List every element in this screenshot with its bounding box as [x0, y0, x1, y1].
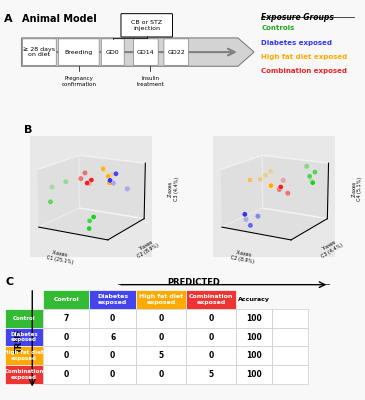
Text: 0: 0	[208, 332, 214, 342]
Text: 0: 0	[158, 314, 164, 323]
Text: C: C	[5, 277, 14, 287]
Text: Diabetes
exposed: Diabetes exposed	[11, 332, 38, 342]
Text: 0: 0	[64, 351, 69, 360]
FancyBboxPatch shape	[5, 328, 43, 346]
FancyBboxPatch shape	[186, 328, 236, 346]
FancyBboxPatch shape	[43, 328, 89, 346]
Text: Exposure Groups: Exposure Groups	[261, 13, 334, 22]
FancyBboxPatch shape	[89, 309, 136, 328]
FancyBboxPatch shape	[186, 290, 236, 309]
FancyBboxPatch shape	[89, 365, 136, 384]
FancyBboxPatch shape	[23, 39, 56, 65]
Polygon shape	[22, 38, 254, 66]
Text: ≥ 28 days
on diet: ≥ 28 days on diet	[23, 47, 55, 58]
Y-axis label: Y-axes
C2 (8.9%): Y-axes C2 (8.9%)	[134, 238, 160, 259]
Text: 0: 0	[208, 351, 214, 360]
FancyBboxPatch shape	[43, 365, 89, 384]
FancyBboxPatch shape	[272, 328, 308, 346]
FancyBboxPatch shape	[236, 309, 272, 328]
FancyBboxPatch shape	[164, 39, 189, 65]
Text: Breeding: Breeding	[65, 50, 93, 54]
Text: Combination
exposed: Combination exposed	[5, 369, 44, 380]
Text: Diabetes exposed: Diabetes exposed	[261, 40, 332, 46]
Text: 5: 5	[208, 370, 214, 379]
Text: 0: 0	[110, 370, 115, 379]
Text: Pregnancy
confirmation: Pregnancy confirmation	[61, 76, 96, 86]
X-axis label: X-axes
C2 (8.9%): X-axes C2 (8.9%)	[230, 249, 256, 264]
FancyBboxPatch shape	[5, 365, 43, 384]
Text: 7: 7	[64, 314, 69, 323]
Text: GD22: GD22	[168, 50, 185, 54]
Text: Accuracy: Accuracy	[238, 297, 270, 302]
Text: 100: 100	[246, 332, 262, 342]
FancyBboxPatch shape	[272, 346, 308, 365]
Text: Animal Model: Animal Model	[22, 14, 96, 24]
X-axis label: X-axes
C1 (25.1%): X-axes C1 (25.1%)	[46, 249, 74, 264]
Y-axis label: Y-axes
C3 (4.4%): Y-axes C3 (4.4%)	[317, 238, 343, 260]
FancyBboxPatch shape	[5, 346, 43, 365]
Text: GD0: GD0	[106, 50, 120, 54]
Text: Control: Control	[53, 297, 79, 302]
Text: 0: 0	[208, 314, 214, 323]
FancyBboxPatch shape	[89, 290, 136, 309]
Text: High fat diet
exposed: High fat diet exposed	[4, 350, 44, 361]
Text: 6: 6	[110, 332, 115, 342]
FancyBboxPatch shape	[89, 346, 136, 365]
FancyBboxPatch shape	[121, 14, 173, 37]
Text: PREDICTED: PREDICTED	[167, 278, 220, 287]
Text: High fat diet exposed: High fat diet exposed	[261, 54, 347, 60]
Text: B: B	[24, 126, 32, 136]
Text: Controls: Controls	[261, 26, 295, 32]
Text: 100: 100	[246, 314, 262, 323]
Text: 100: 100	[246, 351, 262, 360]
FancyBboxPatch shape	[272, 365, 308, 384]
FancyBboxPatch shape	[43, 346, 89, 365]
Text: High fat diet
exposed: High fat diet exposed	[139, 294, 183, 305]
FancyBboxPatch shape	[136, 365, 186, 384]
Text: Control: Control	[13, 316, 36, 321]
Text: Combination
exposed: Combination exposed	[189, 294, 233, 305]
FancyBboxPatch shape	[186, 309, 236, 328]
FancyBboxPatch shape	[101, 39, 124, 65]
FancyBboxPatch shape	[236, 328, 272, 346]
Text: 0: 0	[64, 370, 69, 379]
Text: 0: 0	[158, 370, 164, 379]
FancyBboxPatch shape	[58, 39, 99, 65]
FancyBboxPatch shape	[134, 39, 158, 65]
FancyBboxPatch shape	[89, 328, 136, 346]
FancyBboxPatch shape	[136, 328, 186, 346]
Text: CB or STZ
injection: CB or STZ injection	[131, 20, 162, 31]
FancyBboxPatch shape	[236, 346, 272, 365]
FancyBboxPatch shape	[136, 346, 186, 365]
FancyBboxPatch shape	[43, 290, 89, 309]
FancyBboxPatch shape	[272, 309, 308, 328]
Text: 0: 0	[110, 351, 115, 360]
FancyBboxPatch shape	[136, 309, 186, 328]
Text: 0: 0	[64, 332, 69, 342]
FancyBboxPatch shape	[5, 309, 43, 328]
Text: 0: 0	[110, 314, 115, 323]
Text: 5: 5	[158, 351, 164, 360]
Text: GD14: GD14	[137, 50, 155, 54]
FancyBboxPatch shape	[43, 309, 89, 328]
Text: Insulin
treatment: Insulin treatment	[137, 76, 164, 86]
Text: Combination exposed: Combination exposed	[261, 68, 347, 74]
FancyBboxPatch shape	[186, 346, 236, 365]
Text: 0: 0	[158, 332, 164, 342]
Text: A: A	[4, 14, 12, 24]
FancyBboxPatch shape	[136, 290, 186, 309]
Text: 100: 100	[246, 370, 262, 379]
Text: Diabetes
exposed: Diabetes exposed	[97, 294, 128, 305]
FancyBboxPatch shape	[236, 365, 272, 384]
FancyBboxPatch shape	[186, 365, 236, 384]
Text: TRUE: TRUE	[15, 328, 24, 353]
